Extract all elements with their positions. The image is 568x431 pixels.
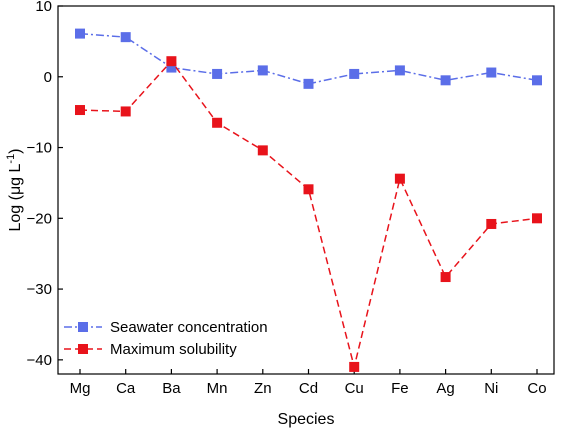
x-tick-label-ca: Ca xyxy=(116,380,136,397)
legend-label-max-solubility: Maximum solubility xyxy=(110,341,237,358)
data-point-max-solubility-cd xyxy=(303,184,314,195)
data-point-seawater-fe xyxy=(394,65,405,76)
data-point-max-solubility-co xyxy=(532,213,542,224)
data-point-seawater-co xyxy=(532,75,542,86)
data-point-max-solubility-fe xyxy=(394,173,405,184)
data-point-max-solubility-ag xyxy=(440,272,451,283)
x-axis-title: Species xyxy=(278,411,335,428)
data-point-seawater-cd xyxy=(303,78,314,89)
legend-item-max-solubility: Maximum solubility xyxy=(64,341,237,358)
y-tick-label: −20 xyxy=(27,210,52,227)
x-tick-label-ag: Ag xyxy=(436,380,454,397)
y-tick-label: 0 xyxy=(44,69,52,86)
data-point-max-solubility-ca xyxy=(120,106,131,117)
x-tick-label-co: Co xyxy=(527,380,546,397)
plot-frame xyxy=(57,5,555,375)
legend-label-seawater: Seawater concentration xyxy=(110,319,268,336)
legend: Seawater concentration Maximum solubilit… xyxy=(64,319,268,358)
x-tick-label-mg: Mg xyxy=(70,380,91,397)
data-point-seawater-cu xyxy=(349,68,360,79)
y-tick-label: 10 xyxy=(35,0,52,15)
data-point-seawater-ba xyxy=(166,62,177,73)
data-point-seawater-mn xyxy=(212,68,223,79)
y-tick-label: −40 xyxy=(27,352,52,369)
x-tick-label-mn: Mn xyxy=(207,380,228,397)
x-tick-label-ba: Ba xyxy=(162,380,181,397)
y-tick-label: −30 xyxy=(27,281,52,298)
svg-text:Log (μg L-1): Log (μg L-1) xyxy=(5,148,24,231)
data-point-max-solubility-cu xyxy=(349,361,360,372)
data-point-max-solubility-ni xyxy=(486,218,497,229)
series-line-seawater xyxy=(79,32,538,85)
data-point-seawater-ni xyxy=(486,67,497,78)
series-layer xyxy=(75,28,542,372)
y-axis: 10 0 −10 −20 −30 −40 xyxy=(27,0,63,369)
data-point-seawater-zn xyxy=(257,65,268,76)
x-axis: Mg Ca Ba Mn Zn Cd Cu Fe Ag Ni Co xyxy=(70,369,547,397)
series-seawater xyxy=(75,28,542,89)
data-point-max-solubility-mg xyxy=(75,105,85,116)
x-tick-label-fe: Fe xyxy=(391,380,409,397)
series-max-solubility xyxy=(75,56,542,372)
data-point-max-solubility-zn xyxy=(257,145,268,156)
legend-item-seawater: Seawater concentration xyxy=(64,319,268,336)
legend-marker-max-solubility xyxy=(78,344,88,354)
data-point-seawater-mg xyxy=(75,28,85,39)
data-point-max-solubility-mn xyxy=(212,117,223,128)
x-tick-label-zn: Zn xyxy=(254,380,272,397)
data-point-seawater-ag xyxy=(440,75,451,86)
y-tick-label: −10 xyxy=(27,140,52,157)
data-point-max-solubility-ba xyxy=(166,56,177,67)
legend-marker-seawater xyxy=(78,322,88,332)
data-point-seawater-ca xyxy=(120,32,131,43)
x-tick-label-ni: Ni xyxy=(484,380,498,397)
y-axis-title: Log (μg L-1) xyxy=(5,148,24,231)
x-tick-label-cd: Cd xyxy=(299,380,318,397)
x-tick-label-cu: Cu xyxy=(345,380,364,397)
